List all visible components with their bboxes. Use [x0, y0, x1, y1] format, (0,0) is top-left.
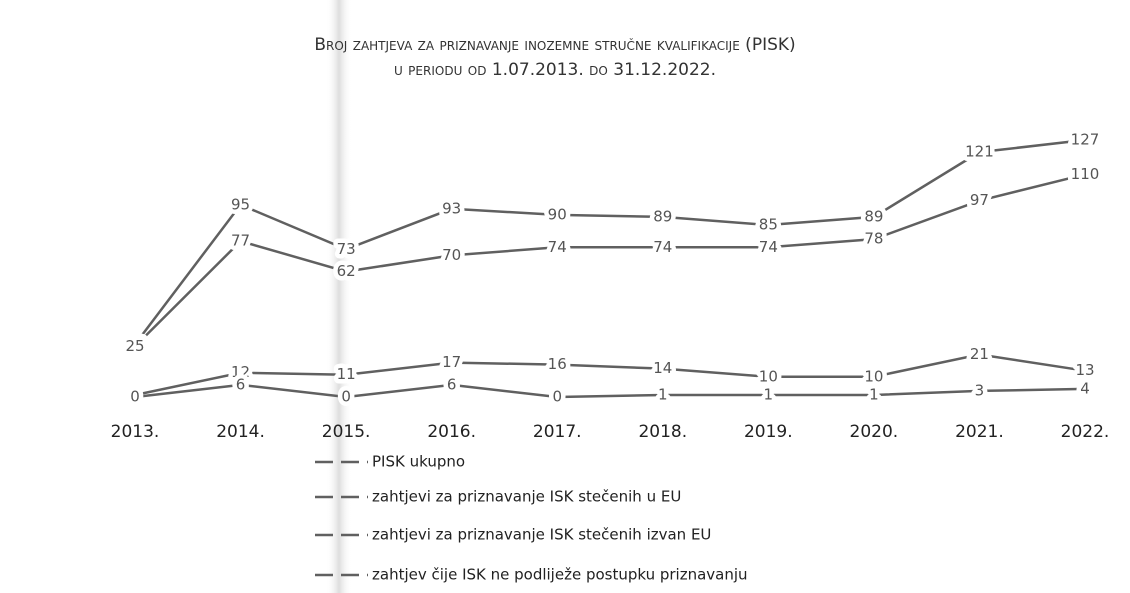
legend-label: zahtjev čije ISK ne podliježe postupku p… [372, 566, 748, 584]
data-label: 11 [337, 365, 356, 383]
data-label: 85 [759, 215, 778, 233]
x-tick-label: 2022. [1061, 422, 1110, 442]
data-label: 0 [552, 388, 562, 406]
x-tick-label: 2021. [955, 422, 1004, 442]
data-label: 78 [864, 230, 883, 248]
data-label: 1 [764, 385, 774, 403]
data-label: 70 [442, 246, 461, 264]
x-tick-label: 2015. [322, 422, 371, 442]
data-label: 97 [970, 191, 989, 209]
data-label: 6 [447, 375, 457, 393]
data-label: 90 [548, 205, 567, 223]
data-label: 14 [653, 359, 672, 377]
x-tick-label: 2014. [216, 422, 265, 442]
x-tick-label: 2017. [533, 422, 582, 442]
data-label: 1 [869, 385, 879, 403]
data-label: 95 [231, 195, 250, 213]
data-label: 121 [965, 143, 994, 161]
data-label: 0 [130, 388, 140, 406]
legend-label: PISK ukupno [372, 453, 465, 471]
data-label: 0 [341, 388, 351, 406]
data-label: 127 [1071, 131, 1100, 149]
data-label: 89 [653, 207, 672, 225]
x-tick-label: 2018. [638, 422, 687, 442]
data-label: 13 [1075, 361, 1094, 379]
data-label: 1 [130, 385, 140, 403]
data-label: 74 [548, 238, 567, 256]
data-label: 93 [442, 199, 461, 217]
data-label: 10 [864, 367, 883, 385]
series-line [134, 173, 1086, 348]
x-tick-label: 2020. [850, 422, 899, 442]
x-tick-label: 2016. [427, 422, 476, 442]
data-label: 6 [236, 375, 246, 393]
legend-label: zahtjevi za priznavanje ISK stečenih u E… [372, 488, 681, 506]
data-label: 26 [125, 335, 144, 353]
data-label: 62 [337, 262, 356, 280]
data-label: 73 [337, 240, 356, 258]
series-line [134, 138, 1086, 346]
x-tick-label: 2013. [111, 422, 160, 442]
chart-title: Broj zahtjeva za priznavanje inozemne st… [314, 35, 795, 55]
chart-subtitle: u periodu od 1.07.2013. do 31.12.2022. [394, 60, 716, 80]
legend-label: zahtjevi za priznavanje ISK stečenih izv… [372, 526, 711, 544]
data-label: 77 [231, 232, 250, 250]
data-label: 10 [759, 367, 778, 385]
data-label: 17 [442, 353, 461, 371]
data-label: 89 [864, 207, 883, 225]
series-line [134, 353, 1086, 397]
scan-fold [326, 0, 352, 593]
data-label: 1 [658, 385, 668, 403]
data-label: 3 [975, 381, 985, 399]
data-label: 12 [231, 363, 250, 381]
data-label: 21 [970, 345, 989, 363]
series-line [134, 383, 1086, 399]
data-label: 16 [548, 355, 567, 373]
data-label: 74 [759, 238, 778, 256]
data-label: 74 [653, 238, 672, 256]
x-tick-label: 2019. [744, 422, 793, 442]
data-label: 25 [125, 337, 144, 355]
data-label: 4 [1080, 379, 1090, 397]
data-label: 110 [1071, 165, 1100, 183]
